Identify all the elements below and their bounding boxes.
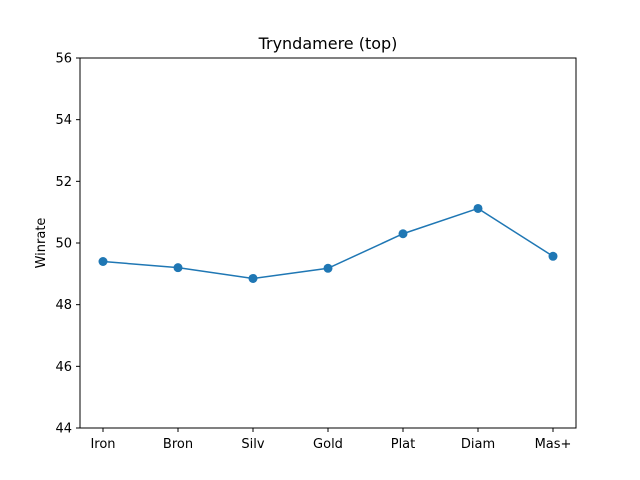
y-tick-label: 48 xyxy=(55,298,72,313)
x-tick-label: Diam xyxy=(461,437,495,452)
x-tick-label: Gold xyxy=(313,437,343,452)
data-series xyxy=(98,203,558,283)
data-point xyxy=(323,263,333,273)
x-tick-label: Mas+ xyxy=(535,437,572,452)
x-tick-label: Plat xyxy=(391,437,416,452)
y-tick-label: 52 xyxy=(55,175,72,190)
y-tick-label: 54 xyxy=(55,113,72,128)
y-axis-label: Winrate xyxy=(34,218,49,269)
plot-frame xyxy=(79,57,577,429)
data-point xyxy=(548,251,558,261)
x-axis-ticks: Iron Bron Silv Gold Plat Diam Mas+ xyxy=(90,428,571,452)
y-tick-label: 44 xyxy=(55,422,72,437)
data-point xyxy=(473,203,483,213)
x-tick-label: Iron xyxy=(90,437,115,452)
x-tick-label: Bron xyxy=(163,437,193,452)
y-tick-label: 56 xyxy=(55,52,72,67)
y-tick-label: 46 xyxy=(55,360,72,375)
y-axis-ticks: 44 46 48 50 52 54 56 xyxy=(55,52,80,437)
data-point xyxy=(398,229,408,239)
chart-title: Tryndamere (top) xyxy=(258,34,398,53)
data-point xyxy=(248,273,258,283)
data-point xyxy=(173,263,183,273)
y-tick-label: 50 xyxy=(55,237,72,252)
data-point xyxy=(98,257,108,266)
x-tick-label: Silv xyxy=(241,437,264,452)
